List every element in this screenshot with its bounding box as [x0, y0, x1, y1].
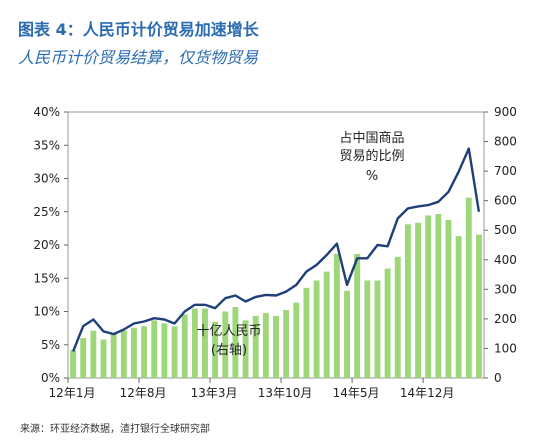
left-tick-label: 30%: [33, 172, 60, 186]
bar: [313, 280, 320, 378]
bar: [252, 315, 259, 378]
chart-subtitle: 人民币计价贸易结算，仅货物贸易: [18, 48, 259, 67]
bar: [323, 271, 330, 378]
bar: [303, 287, 310, 378]
left-tick-label: 25%: [33, 205, 60, 219]
bar: [445, 219, 452, 378]
bar: [100, 339, 107, 378]
bar: [435, 213, 442, 378]
bar: [465, 197, 472, 378]
right-tick-label: 600: [494, 194, 517, 208]
bar: [394, 256, 401, 378]
bar: [242, 320, 249, 378]
bar: [141, 326, 148, 378]
bar: [262, 312, 269, 378]
bar: [70, 349, 77, 378]
x-tick-label: 14年12月: [400, 386, 455, 400]
bar: [344, 290, 350, 378]
x-tick-label: 13年10月: [258, 386, 313, 400]
line-annotation: 贸易的比例: [339, 148, 404, 164]
bar: [404, 224, 411, 378]
bar: [354, 253, 361, 378]
bar: [181, 314, 188, 378]
bar: [455, 236, 462, 378]
left-tick-label: 15%: [33, 271, 60, 285]
bar: [191, 308, 198, 378]
line-annotation: %: [366, 169, 378, 184]
bar: [283, 310, 290, 378]
right-tick-label: 100: [494, 341, 517, 355]
chart-svg: 0% 5% 10% 15% 20% 25% 30% 35% 40% 0 100 200 300 400 50…: [33, 105, 517, 400]
bar: [110, 333, 117, 378]
bar: [80, 338, 87, 378]
bar-annotation: (右轴): [211, 343, 247, 358]
right-tick-label: 0: [494, 371, 502, 385]
bar: [232, 307, 239, 378]
x-tick-label: 14年5月: [333, 386, 380, 400]
chart-title: 图表 4：人民币计价贸易加速增长: [18, 20, 259, 39]
series-line: [71, 147, 481, 352]
bar: [425, 215, 432, 378]
right-tick-label: 800: [494, 135, 517, 149]
right-tick-label: 700: [494, 164, 517, 178]
chart-area: 0% 5% 10% 15% 20% 25% 30% 35% 40% 0 100 200 300 400 50…: [12, 98, 532, 416]
right-tick-label: 500: [494, 223, 517, 237]
bar: [161, 323, 168, 378]
bar: [120, 330, 127, 378]
bar: [202, 308, 208, 378]
bar: [374, 280, 381, 378]
x-tick-label: 13年3月: [191, 386, 238, 400]
left-tick-label: 0%: [41, 371, 60, 385]
source-note: 来源：环亚经济数据，渣打银行全球研究部: [20, 424, 210, 435]
left-tick-label: 35%: [33, 138, 60, 152]
x-tick-label: 12年1月: [49, 386, 96, 400]
bar: [415, 222, 421, 378]
bar: [273, 315, 279, 378]
x-tick-label: 12年8月: [120, 386, 167, 400]
bar: [90, 330, 97, 378]
bar: [293, 302, 300, 378]
bar: [222, 311, 229, 378]
right-tick-label: 200: [494, 312, 517, 326]
right-tick-label: 400: [494, 253, 517, 267]
line-annotation: 占中国商品: [339, 131, 404, 146]
bar: [131, 327, 137, 378]
bar: [364, 280, 371, 378]
bar: [171, 326, 178, 378]
bar: [475, 234, 482, 378]
left-tick-label: 5%: [41, 338, 60, 352]
bar-annotation: 十亿人民币: [196, 324, 261, 339]
bar: [333, 253, 340, 378]
right-tick-label: 900: [494, 105, 517, 119]
bar: [151, 320, 158, 378]
bar: [384, 268, 391, 378]
right-tick-label: 300: [494, 282, 517, 296]
left-tick-label: 20%: [33, 238, 60, 252]
left-tick-label: 10%: [33, 305, 60, 319]
bar: [212, 321, 219, 378]
left-tick-label: 40%: [33, 105, 60, 119]
